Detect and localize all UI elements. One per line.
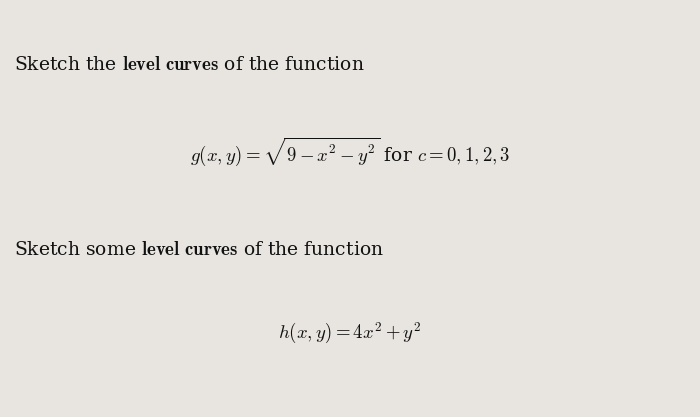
Text: $g(x, y) = \sqrt{9 - x^2 - y^2}$ for $c = 0, 1, 2, 3$: $g(x, y) = \sqrt{9 - x^2 - y^2}$ for $c …: [190, 136, 510, 168]
Text: Sketch the $\mathbf{level\ curves}$ of the function: Sketch the $\mathbf{level\ curves}$ of t…: [14, 55, 365, 74]
Text: Sketch some $\mathbf{level\ curves}$ of the function: Sketch some $\mathbf{level\ curves}$ of …: [14, 241, 384, 259]
Text: $h(x, y) = 4x^2 + y^2$: $h(x, y) = 4x^2 + y^2$: [279, 321, 421, 346]
